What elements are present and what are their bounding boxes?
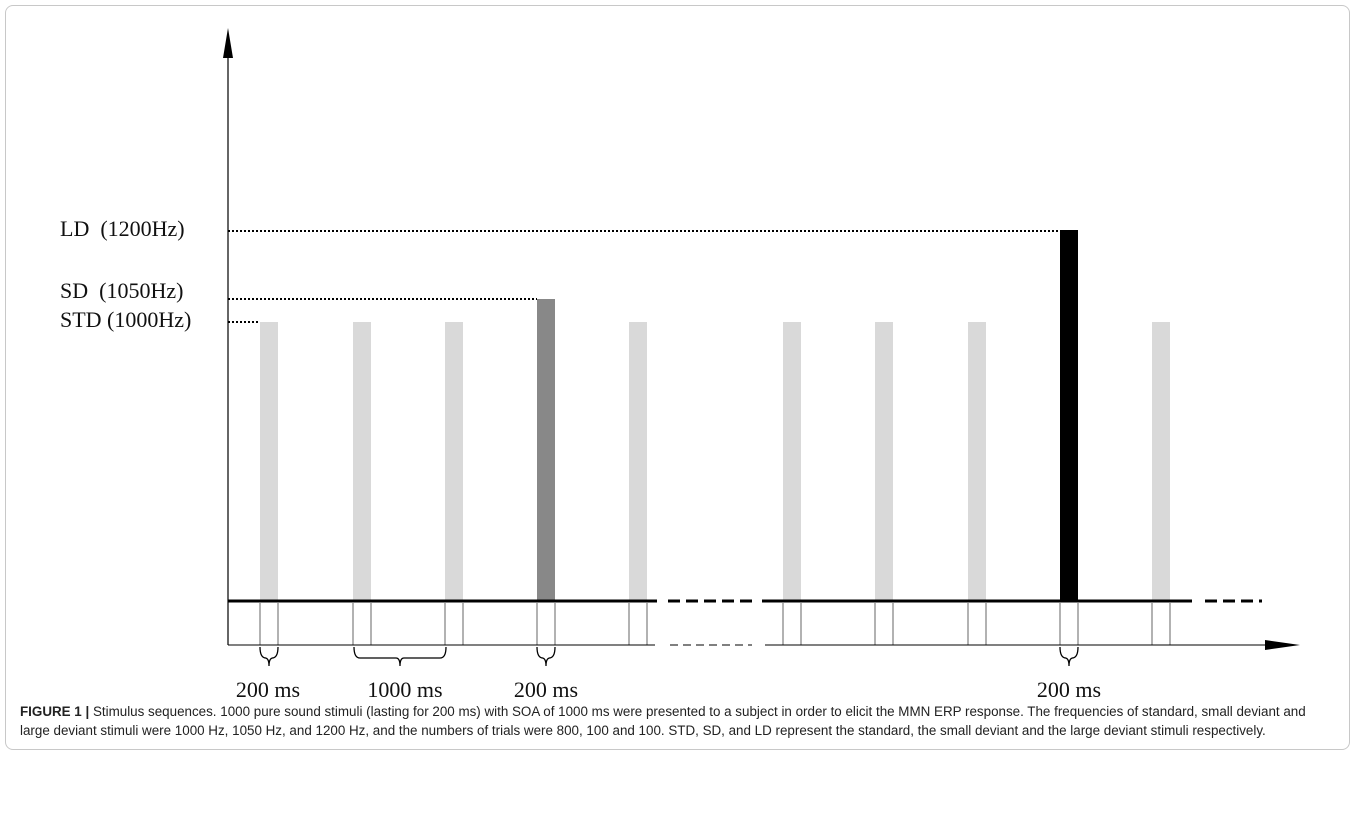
pulse-outline (352, 603, 372, 645)
caption-text: Stimulus sequences. 1000 pure sound stim… (20, 704, 1306, 738)
stimulus-bar (968, 322, 986, 600)
stimulus-bar (260, 322, 278, 600)
pulse-outline (1151, 603, 1171, 645)
pulse-outline (967, 603, 987, 645)
level-label: LD (1200Hz) (60, 216, 185, 241)
stimulus-bar (1152, 322, 1170, 600)
caption-label: FIGURE 1 | (20, 704, 90, 719)
brace (536, 646, 556, 667)
caption: FIGURE 1 | Stimulus sequences. 1000 pure… (20, 703, 1338, 740)
stimulus-bar (537, 299, 555, 600)
figure-frame (5, 5, 1350, 750)
x-arrow (1265, 640, 1300, 650)
pulse-outline (536, 603, 556, 645)
stimulus-bar (1060, 230, 1078, 600)
pulse-outline (1059, 603, 1079, 645)
pulse-outline (628, 603, 648, 645)
level-label: SD (1050Hz) (60, 278, 183, 303)
duration-label: 1000 ms (367, 677, 442, 700)
stimulus-bar (629, 322, 647, 600)
brace (259, 646, 279, 667)
pulse-outline (444, 603, 464, 645)
level-label: STD (1000Hz) (60, 307, 191, 332)
pulse-outline (259, 603, 279, 645)
duration-label: 200 ms (514, 677, 578, 700)
duration-label: 200 ms (236, 677, 300, 700)
stimulus-bar (783, 322, 801, 600)
stimulus-bar (353, 322, 371, 600)
pulse-outline (782, 603, 802, 645)
brace (353, 646, 447, 667)
duration-label: 200 ms (1037, 677, 1101, 700)
diagram: LD (1200Hz) SD (1050Hz) STD (1000Hz) 200… (60, 28, 1300, 700)
stimulus-bar (875, 322, 893, 600)
pulse-outline (874, 603, 894, 645)
stimulus-bar (445, 322, 463, 600)
brace (1059, 646, 1079, 667)
